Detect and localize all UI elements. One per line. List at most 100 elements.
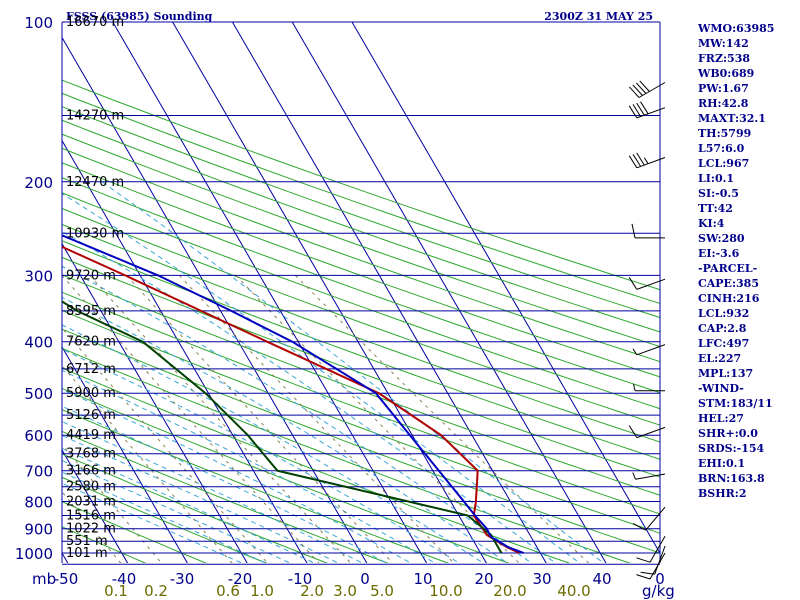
wind-barb	[636, 536, 666, 563]
wind-barb	[640, 545, 666, 575]
height-label: 101 m	[66, 546, 108, 561]
dry-adiabat-line	[62, 79, 660, 291]
mixing-ratio-tick-label: 3.0	[333, 582, 357, 600]
isotherm-line	[351, 22, 660, 555]
dry-adiabat-line	[62, 274, 660, 496]
stability-index: -WIND-	[698, 382, 744, 395]
height-label: 2031 m	[66, 495, 116, 510]
pressure-tick-label: 900	[24, 521, 53, 539]
wind-barb-flag	[636, 152, 645, 166]
stability-index: MPL:137	[698, 367, 754, 380]
isotherm-line	[62, 448, 129, 563]
pressure-tick-label: 800	[24, 494, 53, 512]
temperature-tick-label: -30	[170, 570, 195, 588]
wind-barb	[628, 152, 666, 169]
height-label: 4419 m	[66, 428, 116, 443]
stability-index: KI:4	[698, 217, 725, 230]
dewpoint-profile	[62, 300, 503, 554]
wind-barb	[632, 506, 666, 531]
stability-index: MAXT:32.1	[698, 112, 766, 125]
wind-barb-flag	[628, 105, 638, 119]
moist-adiabat-line	[62, 471, 267, 563]
wind-barb	[631, 223, 665, 239]
height-label: 7620 m	[66, 335, 116, 350]
temperature-tick-label: -40	[112, 570, 137, 588]
moist-adiabat-line	[62, 434, 340, 563]
wind-barb-staff	[635, 473, 666, 480]
temperature-tick-label: 0	[655, 570, 665, 588]
wind-barb-half-flag	[632, 472, 636, 480]
isotherm-line	[62, 139, 308, 563]
stability-index: LCL:932	[698, 307, 750, 320]
wind-barb-flag	[636, 102, 645, 116]
height-label: 2580 m	[66, 480, 116, 495]
pressure-tick-label: 400	[24, 334, 53, 352]
pressure-tick-label: 1000	[15, 545, 53, 563]
isotherm-line	[62, 242, 248, 563]
mixing-ratio-line	[62, 365, 233, 563]
height-label: 1022 m	[66, 522, 116, 537]
stability-index: WB0:689	[698, 67, 755, 80]
mixing-ratio-line	[89, 275, 352, 563]
temperature-tick-label: 40	[592, 570, 611, 588]
pressure-tick-label: 100	[24, 14, 53, 32]
wind-barb-flag	[628, 425, 638, 438]
profiles	[62, 234, 525, 554]
mixing-ratio-line	[126, 275, 394, 563]
moist-adiabat-line	[62, 193, 581, 563]
dry-adiabat-line	[62, 147, 660, 363]
dry-adiabat-line	[62, 476, 268, 563]
wind-barb-flag	[632, 523, 646, 531]
wind-barb-flag	[639, 80, 650, 92]
wind-barb-flag	[632, 154, 642, 167]
wind-barb-half-flag	[643, 157, 649, 164]
mixing-ratio-tick-label: 10.0	[429, 582, 462, 600]
dry-adiabat-line	[62, 256, 660, 478]
wind-barb-flag	[640, 571, 655, 575]
stability-index: SW:280	[698, 232, 745, 245]
stability-index: BRN:163.8	[698, 472, 765, 485]
stability-index: CINH:216	[698, 292, 760, 305]
stability-index: HEL:27	[698, 412, 744, 425]
wind-barb-staff	[649, 536, 666, 563]
height-label: 12470 m	[66, 175, 124, 190]
wind-barb	[632, 344, 666, 356]
wind-barb-flag	[640, 101, 649, 115]
isotherm-line	[62, 36, 368, 563]
stability-index: STM:183/11	[698, 397, 773, 410]
wind-barb-staff	[636, 278, 666, 290]
pressure-tick-label: 600	[24, 427, 53, 445]
stability-index: L57:6.0	[698, 142, 745, 155]
wind-barb-flag	[631, 223, 636, 239]
height-label: 14270 m	[66, 109, 124, 124]
temperature-tick-label: -50	[54, 570, 79, 588]
mixing-ratio-unit-label: g/kg	[642, 582, 675, 600]
stability-index: SHR+:0.0	[698, 427, 758, 440]
mixing-ratio-tick-label: 0.2	[144, 582, 168, 600]
stability-index: WMO:63985	[698, 22, 775, 35]
mixing-ratio-line	[295, 275, 590, 563]
chart-title: FSSS (63985) Sounding	[66, 10, 213, 23]
wind-barb-flag	[635, 82, 647, 94]
dry-adiabat-line	[62, 223, 660, 443]
pressure-tick-label: 700	[24, 463, 53, 481]
thermodynamic-background	[62, 22, 660, 563]
isobars	[61, 21, 661, 565]
stability-index: RH:42.8	[698, 97, 749, 110]
stability-index: CAP:2.8	[698, 322, 747, 335]
temperature-tick-label: -10	[288, 570, 313, 588]
wind-barb	[629, 80, 666, 98]
mixing-ratio-tick-label: 40.0	[557, 582, 590, 600]
wind-barb-staff	[645, 506, 666, 531]
temperature-tick-label: 30	[532, 570, 551, 588]
pressure-tick-label: 500	[24, 385, 53, 403]
moist-adiabat-line	[62, 324, 484, 563]
wind-barb-flag	[628, 155, 638, 169]
height-label: 5126 m	[66, 408, 116, 423]
wind-barb-half-flag	[632, 348, 638, 356]
wind-barb-flag	[636, 557, 651, 563]
valid-time: 2300Z 31 MAY 25	[544, 10, 653, 23]
mixing-ratio-line	[62, 327, 269, 563]
moist-adiabat-line	[62, 405, 388, 563]
height-label: 6712 m	[66, 362, 116, 377]
